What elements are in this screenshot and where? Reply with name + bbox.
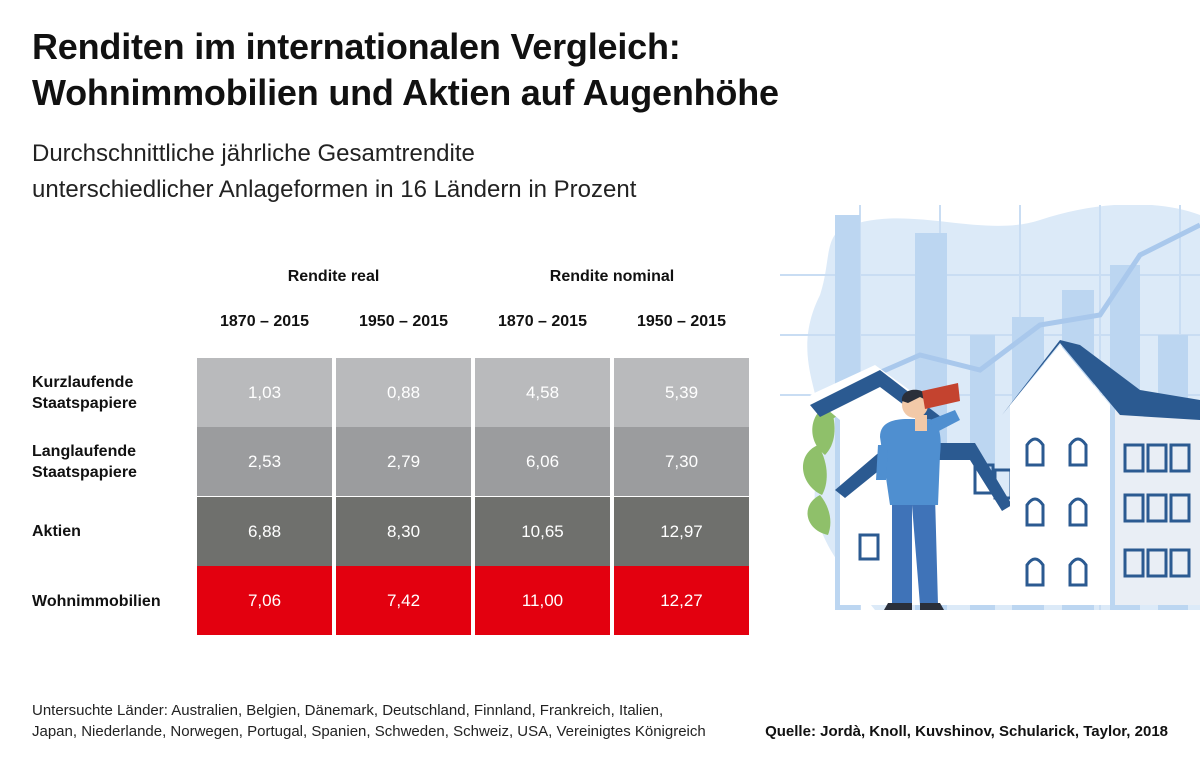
group-header-real: Rendite real bbox=[287, 268, 380, 285]
table-cell: 7,30 bbox=[614, 427, 749, 496]
table-cell: 5,39 bbox=[614, 358, 749, 427]
table-cell: 12,97 bbox=[614, 497, 749, 566]
column-header: 1870 – 2015 bbox=[220, 313, 309, 330]
table-cell: 6,88 bbox=[197, 497, 332, 566]
column-header: 1950 – 2015 bbox=[359, 313, 448, 330]
row-label-wohnimmobilien: Wohnimmobilien bbox=[32, 591, 161, 612]
table-cell: 7,06 bbox=[197, 566, 332, 635]
chart-title: Renditen im internationalen Vergleich: W… bbox=[32, 24, 912, 116]
row-label-aktien: Aktien bbox=[32, 521, 81, 542]
row-label-line: Wohnimmobilien bbox=[32, 593, 161, 610]
table-cell: 0,88 bbox=[336, 358, 471, 427]
source-note: Quelle: Jordà, Knoll, Kuvshinov, Schular… bbox=[765, 723, 1168, 740]
subtitle-line-2: unterschiedlicher Anlageformen in 16 Län… bbox=[32, 176, 637, 203]
row-label-line: Staatspapiere bbox=[32, 395, 137, 412]
table-cell: 7,42 bbox=[336, 566, 471, 635]
title-line-1: Renditen im internationalen Vergleich: bbox=[32, 26, 681, 67]
table-cell: 2,79 bbox=[336, 427, 471, 496]
table-cell: 4,58 bbox=[475, 358, 610, 427]
column-header: 1870 – 2015 bbox=[498, 313, 587, 330]
table-cell: 11,00 bbox=[475, 566, 610, 635]
countries-note: Untersuchte Länder: Australien, Belgien,… bbox=[32, 700, 706, 742]
row-label-langlaufende: Langlaufende Staatspapiere bbox=[32, 441, 137, 483]
table-cell: 8,30 bbox=[336, 497, 471, 566]
table-cell: 6,06 bbox=[475, 427, 610, 496]
chart-subtitle: Durchschnittliche jährliche Gesamtrendit… bbox=[32, 136, 792, 208]
row-label-line: Kurzlaufende bbox=[32, 374, 134, 391]
man-with-telescope-looking-at-houses-icon bbox=[780, 204, 1200, 610]
row-label-line: Aktien bbox=[32, 523, 81, 540]
countries-note-line: Japan, Niederlande, Norwegen, Portugal, … bbox=[32, 723, 706, 740]
title-line-2: Wohnimmobilien und Aktien auf Augenhöhe bbox=[32, 72, 779, 113]
table-cell: 10,65 bbox=[475, 497, 610, 566]
group-header-nominal: Rendite nominal bbox=[549, 268, 675, 285]
table-cell: 2,53 bbox=[197, 427, 332, 496]
row-label-kurzlaufende: Kurzlaufende Staatspapiere bbox=[32, 372, 137, 414]
row-label-line: Langlaufende bbox=[32, 443, 137, 460]
table-cell: 12,27 bbox=[614, 566, 749, 635]
column-header: 1950 – 2015 bbox=[637, 313, 726, 330]
countries-note-line: Untersuchte Länder: Australien, Belgien,… bbox=[32, 702, 664, 719]
table-cell: 1,03 bbox=[197, 358, 332, 427]
row-label-line: Staatspapiere bbox=[32, 464, 137, 481]
subtitle-line-1: Durchschnittliche jährliche Gesamtrendit… bbox=[32, 140, 475, 167]
